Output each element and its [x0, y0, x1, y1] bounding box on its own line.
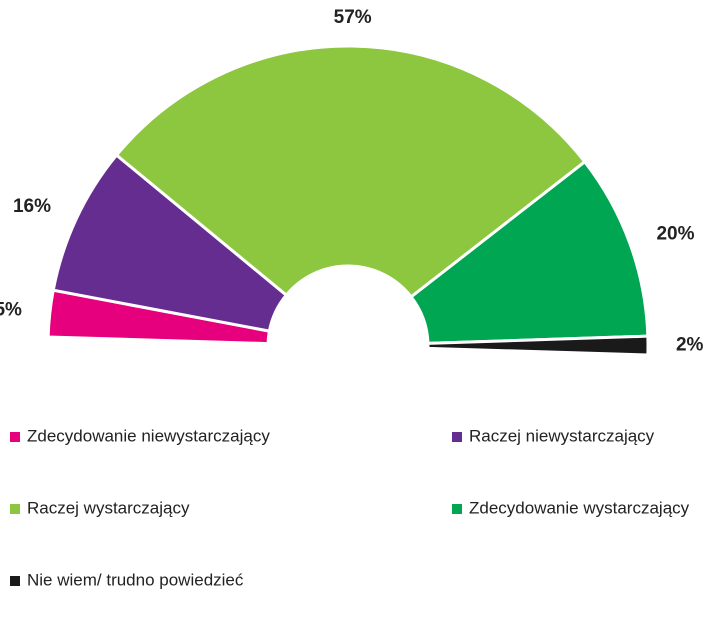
legend-swatch — [10, 576, 20, 586]
pie-slice — [51, 152, 289, 333]
pie-slice — [426, 334, 650, 357]
legend-label: Raczej wystarczający — [27, 498, 190, 517]
value-label: 20% — [656, 223, 694, 244]
pie-slice — [114, 44, 587, 299]
value-label: 16% — [13, 196, 51, 217]
legend-label: Nie wiem/ trudno powiedzieć — [27, 570, 244, 589]
legend-swatch — [10, 432, 20, 442]
legend-label: Zdecydowanie niewystarczający — [27, 426, 270, 445]
pie-slice — [409, 159, 650, 345]
legend-label: Raczej niewystarczający — [469, 426, 655, 445]
legend-swatch — [452, 432, 462, 442]
value-label: 2% — [676, 335, 704, 356]
legend-swatch — [10, 504, 20, 514]
legend-label: Zdecydowanie wystarczający — [469, 498, 690, 517]
value-label: 57% — [334, 7, 372, 28]
value-label: 5% — [0, 299, 22, 320]
legend-swatch — [452, 504, 462, 514]
